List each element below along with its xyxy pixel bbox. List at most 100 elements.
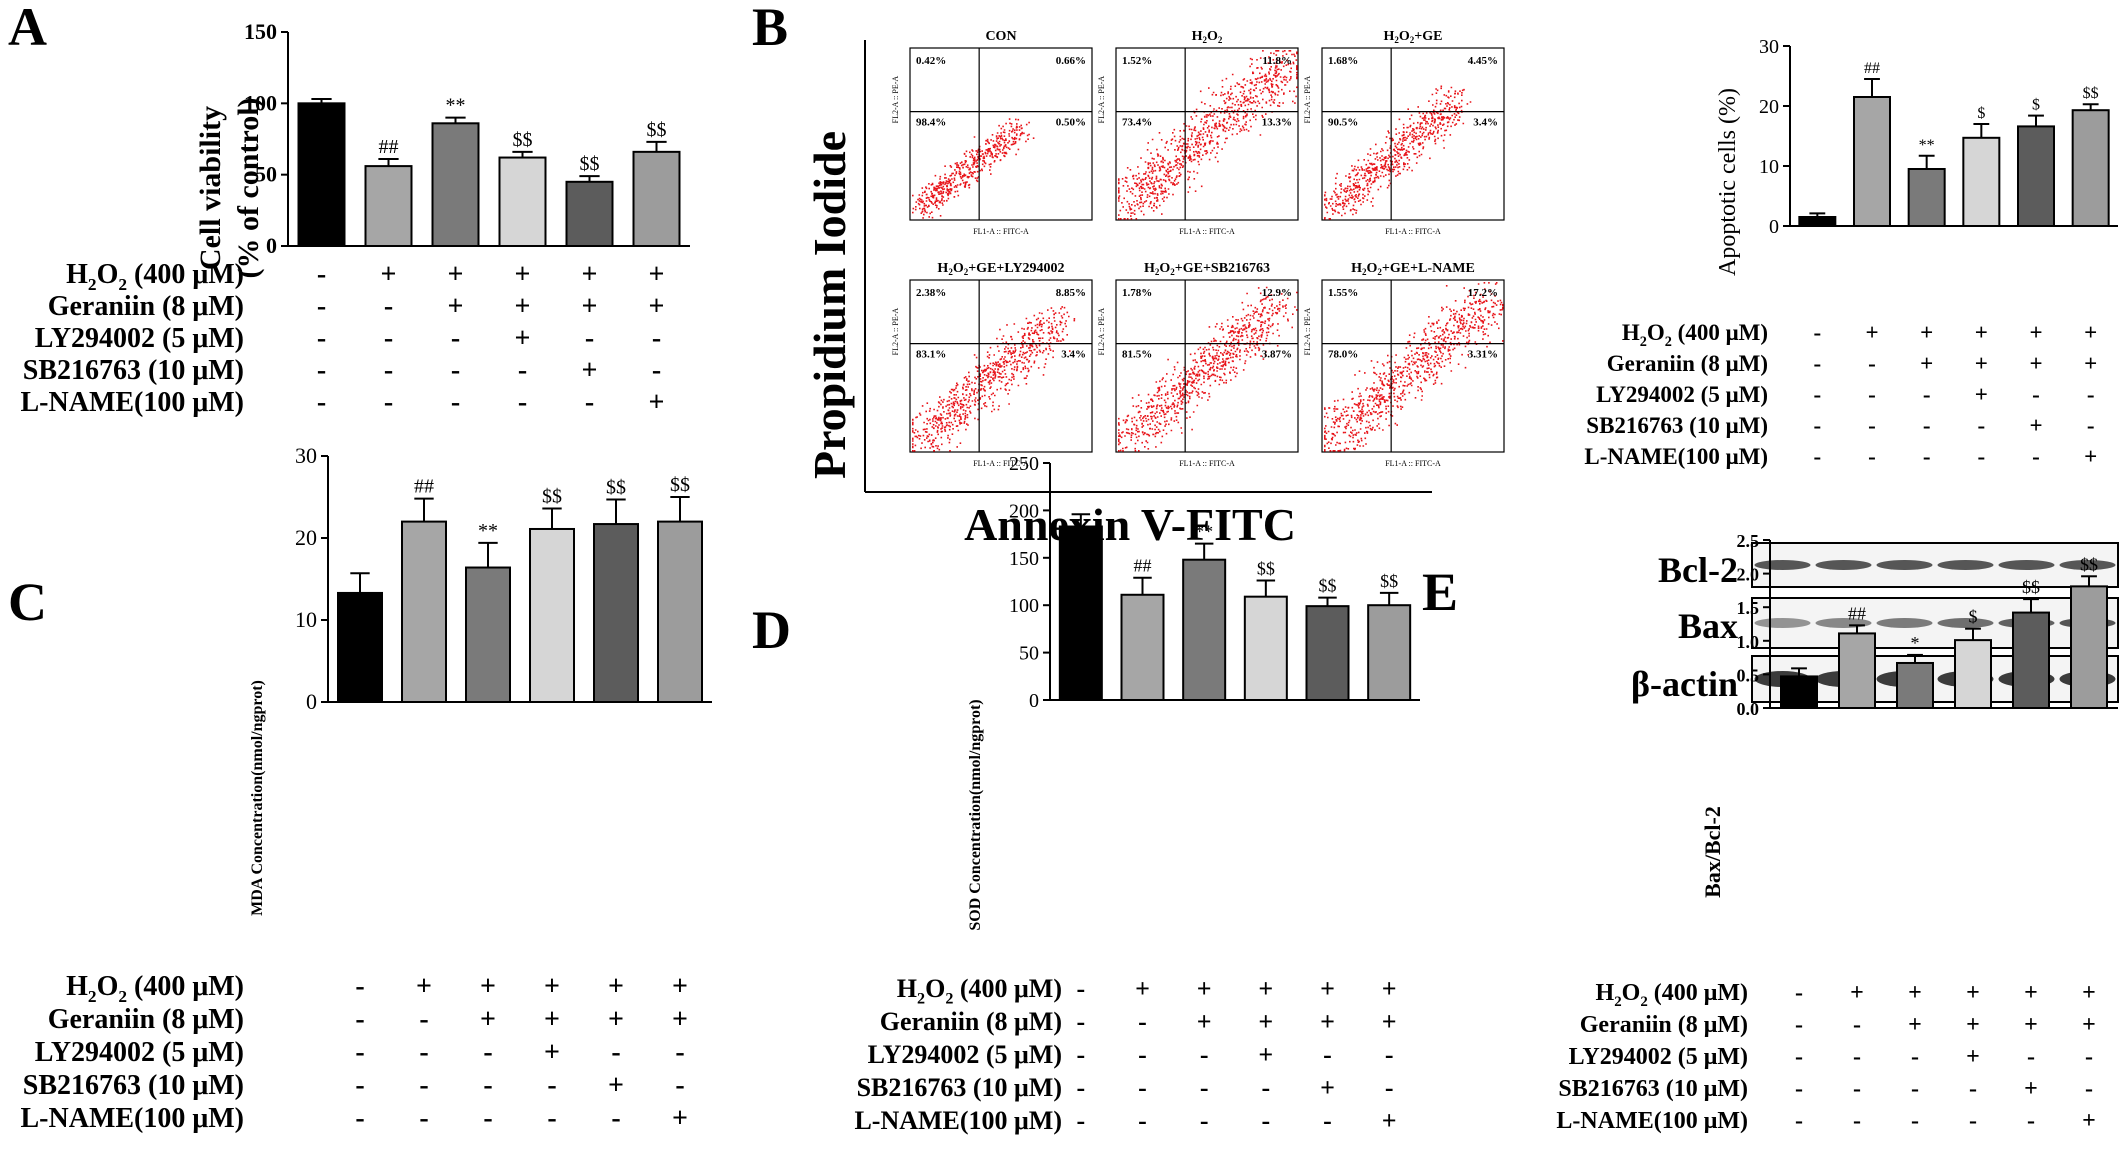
condition-sign: - xyxy=(355,971,364,1002)
condition-sign: - xyxy=(1385,1073,1394,1102)
condition-sign: + xyxy=(608,971,624,1002)
y-tick-label: 0 xyxy=(266,233,277,258)
condition-sign: - xyxy=(518,387,527,418)
significance-label: $$ xyxy=(2083,85,2099,102)
condition-sign: + xyxy=(515,323,531,354)
condition-sign: - xyxy=(1076,974,1085,1003)
condition-sign: - xyxy=(419,1037,428,1068)
panel-letter-b: B xyxy=(752,0,788,57)
condition-sign: + xyxy=(608,1004,624,1035)
condition-sign: - xyxy=(585,387,594,418)
condition-sign: + xyxy=(2084,351,2097,376)
condition-sign: - xyxy=(1323,1040,1332,1069)
condition-sign: + xyxy=(1966,1044,1980,1070)
condition-sign: + xyxy=(381,259,397,290)
significance-label: ## xyxy=(414,476,434,498)
condition-sign: - xyxy=(2085,1076,2093,1102)
condition-sign: - xyxy=(451,323,460,354)
panel-letter-a: A xyxy=(8,0,47,57)
condition-sign: - xyxy=(2027,1044,2035,1070)
significance-label: * xyxy=(1911,633,1920,653)
blot-band xyxy=(1876,560,1933,570)
chart-b-ylabel: Apoptotic cells (%) xyxy=(1715,88,1741,276)
condition-sign: + xyxy=(1975,320,1988,345)
y-tick-label: 0 xyxy=(1029,690,1039,712)
condition-sign: - xyxy=(317,291,326,322)
flow-plot-x-name: FL1-A :: FITC-A xyxy=(973,459,1029,468)
condition-label: Geraniin (8 μM) xyxy=(1607,351,1768,376)
condition-sign: - xyxy=(518,355,527,386)
bar xyxy=(1896,661,1934,710)
blot-label: Bax xyxy=(1678,606,1738,646)
condition-sign: - xyxy=(1853,1012,1861,1038)
condition-sign: + xyxy=(1382,1106,1397,1135)
condition-label: Geraniin (8 μM) xyxy=(48,1004,244,1035)
condition-sign: - xyxy=(1261,1106,1270,1135)
condition-label: H2O2 (400 μM) xyxy=(1596,980,1748,1010)
condition-sign: - xyxy=(1200,1073,1209,1102)
significance-label: $$ xyxy=(580,153,600,175)
y-tick-label: 0 xyxy=(1769,216,1779,238)
significance-label: $$ xyxy=(670,474,690,496)
flow-plot-title: H2O2 xyxy=(1192,29,1223,45)
condition-label: L-NAME(100 μM) xyxy=(21,1103,245,1134)
condition-label: LY294002 (5 μM) xyxy=(35,323,244,354)
blot-label: Bcl-2 xyxy=(1658,550,1738,590)
flow-plot: H2O2+GE+SB216763 1.78% 12.9% 81.5% 3.87% FL1-… xyxy=(1097,261,1299,468)
condition-sign: - xyxy=(2087,413,2095,438)
condition-sign: - xyxy=(1813,444,1821,469)
condition-sign: - xyxy=(355,1004,364,1035)
flow-plot-title: H2O2+GE xyxy=(1384,29,1443,45)
significance-label: $$ xyxy=(2080,554,2098,574)
condition-sign: - xyxy=(652,355,661,386)
condition-label: L-NAME(100 μM) xyxy=(854,1106,1062,1135)
condition-sign: + xyxy=(1258,1007,1273,1036)
quadrant-lr: 13.3% xyxy=(1262,117,1292,129)
condition-sign: - xyxy=(317,355,326,386)
quadrant-lr: 3.31% xyxy=(1468,349,1498,361)
condition-sign: + xyxy=(2029,413,2042,438)
condition-sign: - xyxy=(384,355,393,386)
quadrant-ur: 0.66% xyxy=(1056,55,1086,67)
condition-sign: - xyxy=(1969,1076,1977,1102)
condition-sign: + xyxy=(1320,1007,1335,1036)
blot-band xyxy=(1937,560,1994,570)
condition-sign: - xyxy=(1138,1073,1147,1102)
chart-d-ylabel: SOD Concentration(nmol/ngprot) xyxy=(967,699,984,930)
flow-plot-y-name: FL2-A :: PE-A xyxy=(1097,308,1106,356)
y-tick-label: 10 xyxy=(1759,156,1779,178)
condition-sign: + xyxy=(2084,320,2097,345)
bar xyxy=(337,591,383,703)
quadrant-ul: 2.38% xyxy=(916,287,946,299)
quadrant-ll: 81.5% xyxy=(1122,349,1152,361)
significance-label: $$ xyxy=(2022,577,2040,597)
condition-label: H2O2 (400 μM) xyxy=(66,259,244,294)
condition-sign: - xyxy=(585,323,594,354)
condition-sign: - xyxy=(1138,1106,1147,1135)
condition-sign: + xyxy=(582,259,598,290)
condition-sign: + xyxy=(672,971,688,1002)
condition-sign: + xyxy=(1135,974,1150,1003)
condition-sign: + xyxy=(1850,980,1864,1006)
blot-band xyxy=(2059,560,2116,570)
significance-label: $ xyxy=(2032,97,2040,114)
condition-label: SB216763 (10 μM) xyxy=(23,355,244,386)
condition-sign: - xyxy=(1853,1076,1861,1102)
y-tick-label: 2.5 xyxy=(1737,531,1760,551)
condition-label: SB216763 (10 μM) xyxy=(23,1070,244,1101)
condition-sign: + xyxy=(448,259,464,290)
significance-label: $$ xyxy=(513,129,533,151)
quadrant-ur: 17.2% xyxy=(1468,287,1498,299)
condition-sign: + xyxy=(582,355,598,386)
y-tick-label: 20 xyxy=(295,525,317,550)
y-tick-label: 150 xyxy=(244,19,277,44)
condition-sign: - xyxy=(1923,413,1931,438)
significance-label: $ xyxy=(1977,105,1985,122)
condition-sign: - xyxy=(1813,351,1821,376)
panel-letter-d: D xyxy=(752,600,791,660)
flow-events xyxy=(912,306,1076,452)
condition-sign: - xyxy=(355,1070,364,1101)
bar xyxy=(657,520,703,703)
